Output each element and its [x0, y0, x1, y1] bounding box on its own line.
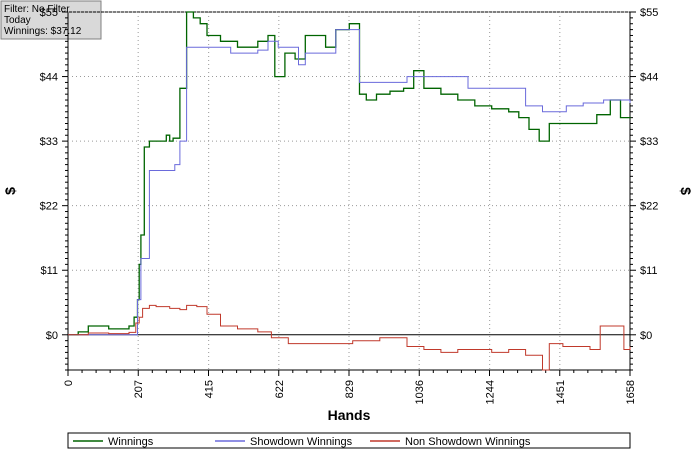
x-tick-label: 622 — [274, 380, 286, 398]
y-axis-title-right: $ — [678, 187, 694, 195]
x-tick-label: 207 — [133, 380, 145, 398]
series-line-2 — [68, 304, 631, 371]
x-tick-label: 1036 — [414, 380, 426, 404]
legend-label: Winnings — [108, 436, 154, 448]
y-tick-label: $44 — [40, 72, 58, 84]
y-tick-label: $55 — [40, 7, 58, 19]
x-tick-label: 0 — [63, 380, 75, 386]
y-tick-label: $22 — [40, 201, 58, 213]
y-tick-label: $55 — [640, 7, 658, 19]
info-period: Today — [4, 15, 31, 26]
x-tick-label: 1658 — [625, 380, 637, 404]
info-filter: Filter: No Filter — [4, 4, 70, 15]
legend: Winnings Showdown Winnings Non Showdown Wi… — [67, 432, 631, 449]
x-axis-title: Hands — [328, 407, 371, 423]
series-line-0 — [68, 11, 631, 336]
x-tick-label: 1244 — [485, 380, 497, 404]
x-tick-label: 1451 — [555, 380, 567, 404]
series-line-1 — [68, 29, 631, 336]
y-tick-label: $11 — [40, 265, 58, 277]
info-winnings: Winnings: $37.12 — [4, 26, 82, 37]
y-axis-title-left: $ — [2, 187, 18, 195]
x-tick-label: 829 — [344, 380, 356, 398]
legend-label: Showdown Winnings — [250, 436, 353, 448]
y-tick-label: $11 — [640, 265, 658, 277]
y-tick-label: $44 — [640, 72, 658, 84]
series-lines — [68, 11, 631, 371]
x-axis: 0 207 415 622 829 1036 1244 1451 1658 — [63, 370, 637, 404]
grid-lines — [68, 11, 630, 370]
y-tick-label: $33 — [40, 136, 58, 148]
legend-label: Non Showdown Winnings — [405, 436, 531, 448]
y-tick-label: $0 — [46, 330, 58, 342]
info-box: Filter: No Filter Today Winnings: $37.12 — [0, 0, 102, 40]
x-tick-label: 415 — [204, 380, 216, 398]
y-tick-label: $0 — [640, 330, 652, 342]
y-axis-left: $0 $11 $22 $33 $44 $55 — [40, 7, 68, 371]
y-tick-label: $33 — [640, 136, 658, 148]
y-tick-label: $22 — [640, 201, 658, 213]
y-axis-right: $0 $11 $22 $33 $44 $55 — [630, 7, 658, 371]
